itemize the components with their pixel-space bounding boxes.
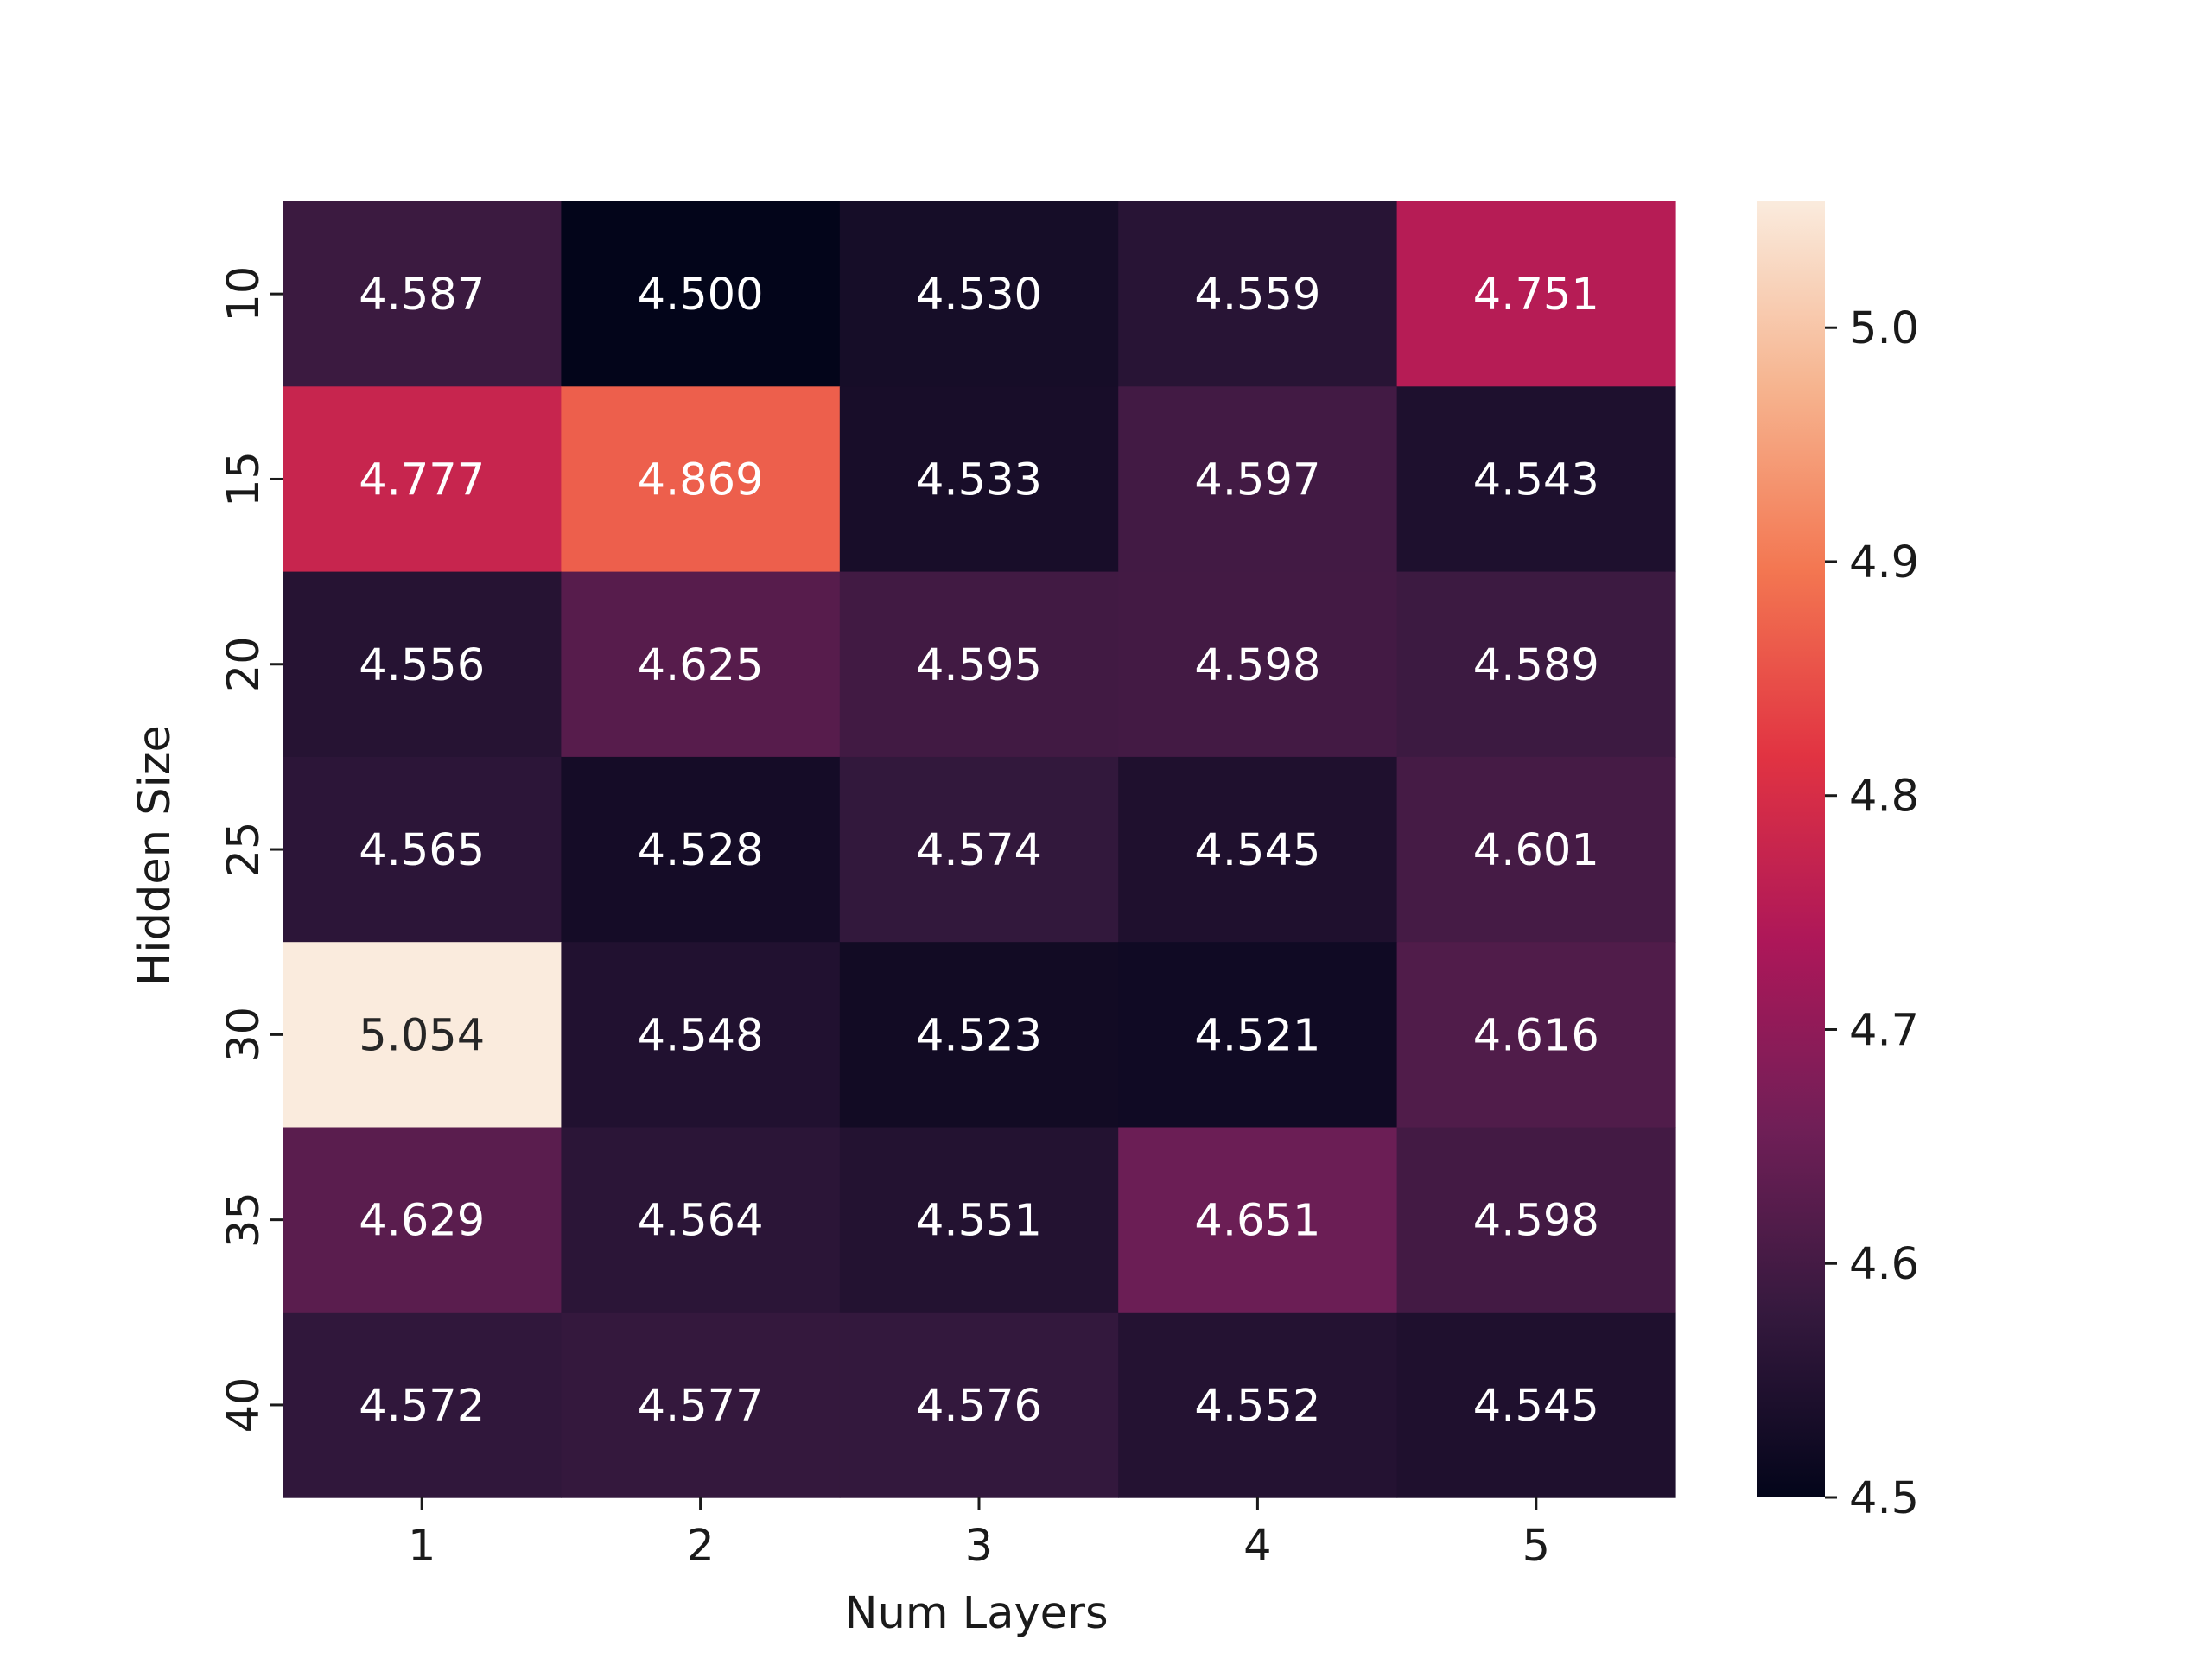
colorbar-tick-label: 4.7 xyxy=(1849,1005,1919,1056)
y-axis-title: Hidden Size xyxy=(130,725,181,986)
x-axis-title: Num Layers xyxy=(844,1588,1108,1639)
heatmap-cell xyxy=(839,1127,1119,1313)
cell-value-label: 4.629 xyxy=(359,1196,485,1247)
heatmap-cell xyxy=(839,942,1119,1128)
cell-value-label: 4.530 xyxy=(916,270,1042,321)
heatmap-cell xyxy=(283,1312,562,1498)
x-tick-label: 2 xyxy=(686,1521,714,1572)
heatmap-cell xyxy=(839,386,1119,573)
x-tick-label: 3 xyxy=(965,1521,993,1572)
y-tick-label: 15 xyxy=(219,451,270,507)
cell-value-label: 4.598 xyxy=(1473,1196,1599,1247)
cell-value-label: 4.589 xyxy=(1473,640,1599,691)
cell-value-label: 4.564 xyxy=(638,1196,764,1247)
heatmap-cell xyxy=(1396,571,1676,758)
heatmap-cells: 4.587 4.500 4.530 4.559 4.751 4.777 4.869 4.533… xyxy=(283,201,1676,1498)
heatmap-cell xyxy=(839,571,1119,758)
cell-value-label: 4.777 xyxy=(359,454,485,505)
colorbar-tick-label: 4.8 xyxy=(1849,772,1919,823)
cell-value-label: 4.601 xyxy=(1473,825,1599,876)
heatmap-cell xyxy=(1396,1312,1676,1498)
y-tick-label: 40 xyxy=(219,1376,270,1433)
cell-value-label: 4.625 xyxy=(638,640,764,691)
cell-value-label: 4.552 xyxy=(1194,1381,1320,1432)
heatmap-cell xyxy=(1396,942,1676,1128)
cell-value-label: 4.543 xyxy=(1473,454,1599,505)
colorbar-gradient xyxy=(1757,201,1825,1497)
heatmap-cell xyxy=(561,386,841,573)
cell-value-label: 4.576 xyxy=(916,1381,1042,1432)
heatmap-cell xyxy=(1118,201,1398,387)
colorbar-tick-label: 4.5 xyxy=(1849,1473,1919,1524)
x-tick-label: 1 xyxy=(408,1521,435,1572)
cell-value-label: 4.500 xyxy=(638,270,764,321)
heatmap-cell xyxy=(1396,386,1676,573)
heatmap-cell xyxy=(1118,571,1398,758)
cell-value-label: 4.565 xyxy=(359,825,485,876)
colorbar: 4.5 4.6 4.7 4.8 4.9 5.0 xyxy=(1757,201,1919,1524)
heatmap-cell xyxy=(561,1127,841,1313)
cell-value-label: 4.651 xyxy=(1194,1196,1320,1247)
cell-value-label: 4.598 xyxy=(1194,640,1320,691)
heatmap-cell xyxy=(1118,942,1398,1128)
heatmap-cell xyxy=(839,201,1119,387)
cell-value-label: 4.559 xyxy=(1194,270,1320,321)
heatmap-cell xyxy=(1396,201,1676,387)
heatmap-cell xyxy=(561,571,841,758)
heatmap-cell xyxy=(283,571,562,758)
cell-value-label: 4.528 xyxy=(638,825,764,876)
heatmap-cell xyxy=(839,756,1119,943)
heatmap-cell xyxy=(283,386,562,573)
y-axis: 10 15 20 25 30 35 40 xyxy=(219,266,283,1433)
cell-value-label: 4.577 xyxy=(638,1381,764,1432)
cell-value-label: 4.751 xyxy=(1473,270,1599,321)
heatmap-cell xyxy=(1396,1127,1676,1313)
cell-value-label: 4.556 xyxy=(359,640,485,691)
heatmap-cell xyxy=(1118,386,1398,573)
cell-value-label: 4.572 xyxy=(359,1381,485,1432)
heatmap-cell xyxy=(561,942,841,1128)
heatmap-cell xyxy=(283,1127,562,1313)
colorbar-tick-label: 4.9 xyxy=(1849,537,1919,588)
cell-value-label: 4.869 xyxy=(638,454,764,505)
heatmap-cell xyxy=(1118,1312,1398,1498)
colorbar-tick-label: 5.0 xyxy=(1849,303,1919,354)
cell-value-label: 4.545 xyxy=(1194,825,1320,876)
heatmap-cell xyxy=(1396,756,1676,943)
y-tick-label: 35 xyxy=(219,1192,270,1248)
y-tick-label: 25 xyxy=(219,822,270,878)
heatmap-cell xyxy=(283,201,562,387)
heatmap-cell xyxy=(1118,1127,1398,1313)
cell-value-label: 4.574 xyxy=(916,825,1042,876)
heatmap-cell xyxy=(1118,756,1398,943)
cell-value-label: 4.616 xyxy=(1473,1010,1599,1061)
cell-value-label: 4.587 xyxy=(359,270,485,321)
cell-value-label: 4.521 xyxy=(1194,1010,1320,1061)
colorbar-tick-label: 4.6 xyxy=(1849,1239,1919,1290)
cell-value-label: 4.548 xyxy=(638,1010,764,1061)
heatmap-cell xyxy=(839,1312,1119,1498)
heatmap-cell xyxy=(561,201,841,387)
heatmap-cell xyxy=(561,756,841,943)
heatmap-cell xyxy=(283,756,562,943)
cell-value-label: 4.551 xyxy=(916,1196,1042,1247)
cell-value-label: 4.523 xyxy=(916,1010,1042,1061)
cell-value-label: 4.545 xyxy=(1473,1381,1599,1432)
heatmap-cell xyxy=(561,1312,841,1498)
cell-value-label: 5.054 xyxy=(359,1010,485,1061)
x-tick-label: 4 xyxy=(1243,1521,1271,1572)
y-tick-label: 30 xyxy=(219,1007,270,1063)
y-tick-label: 10 xyxy=(219,266,270,322)
cell-value-label: 4.595 xyxy=(916,640,1042,691)
heatmap-cell xyxy=(283,942,562,1128)
x-axis: 1 2 3 4 5 xyxy=(408,1497,1550,1572)
cell-value-label: 4.533 xyxy=(916,454,1042,505)
y-tick-label: 20 xyxy=(219,636,270,692)
cell-value-label: 4.597 xyxy=(1194,454,1320,505)
x-tick-label: 5 xyxy=(1522,1521,1550,1572)
